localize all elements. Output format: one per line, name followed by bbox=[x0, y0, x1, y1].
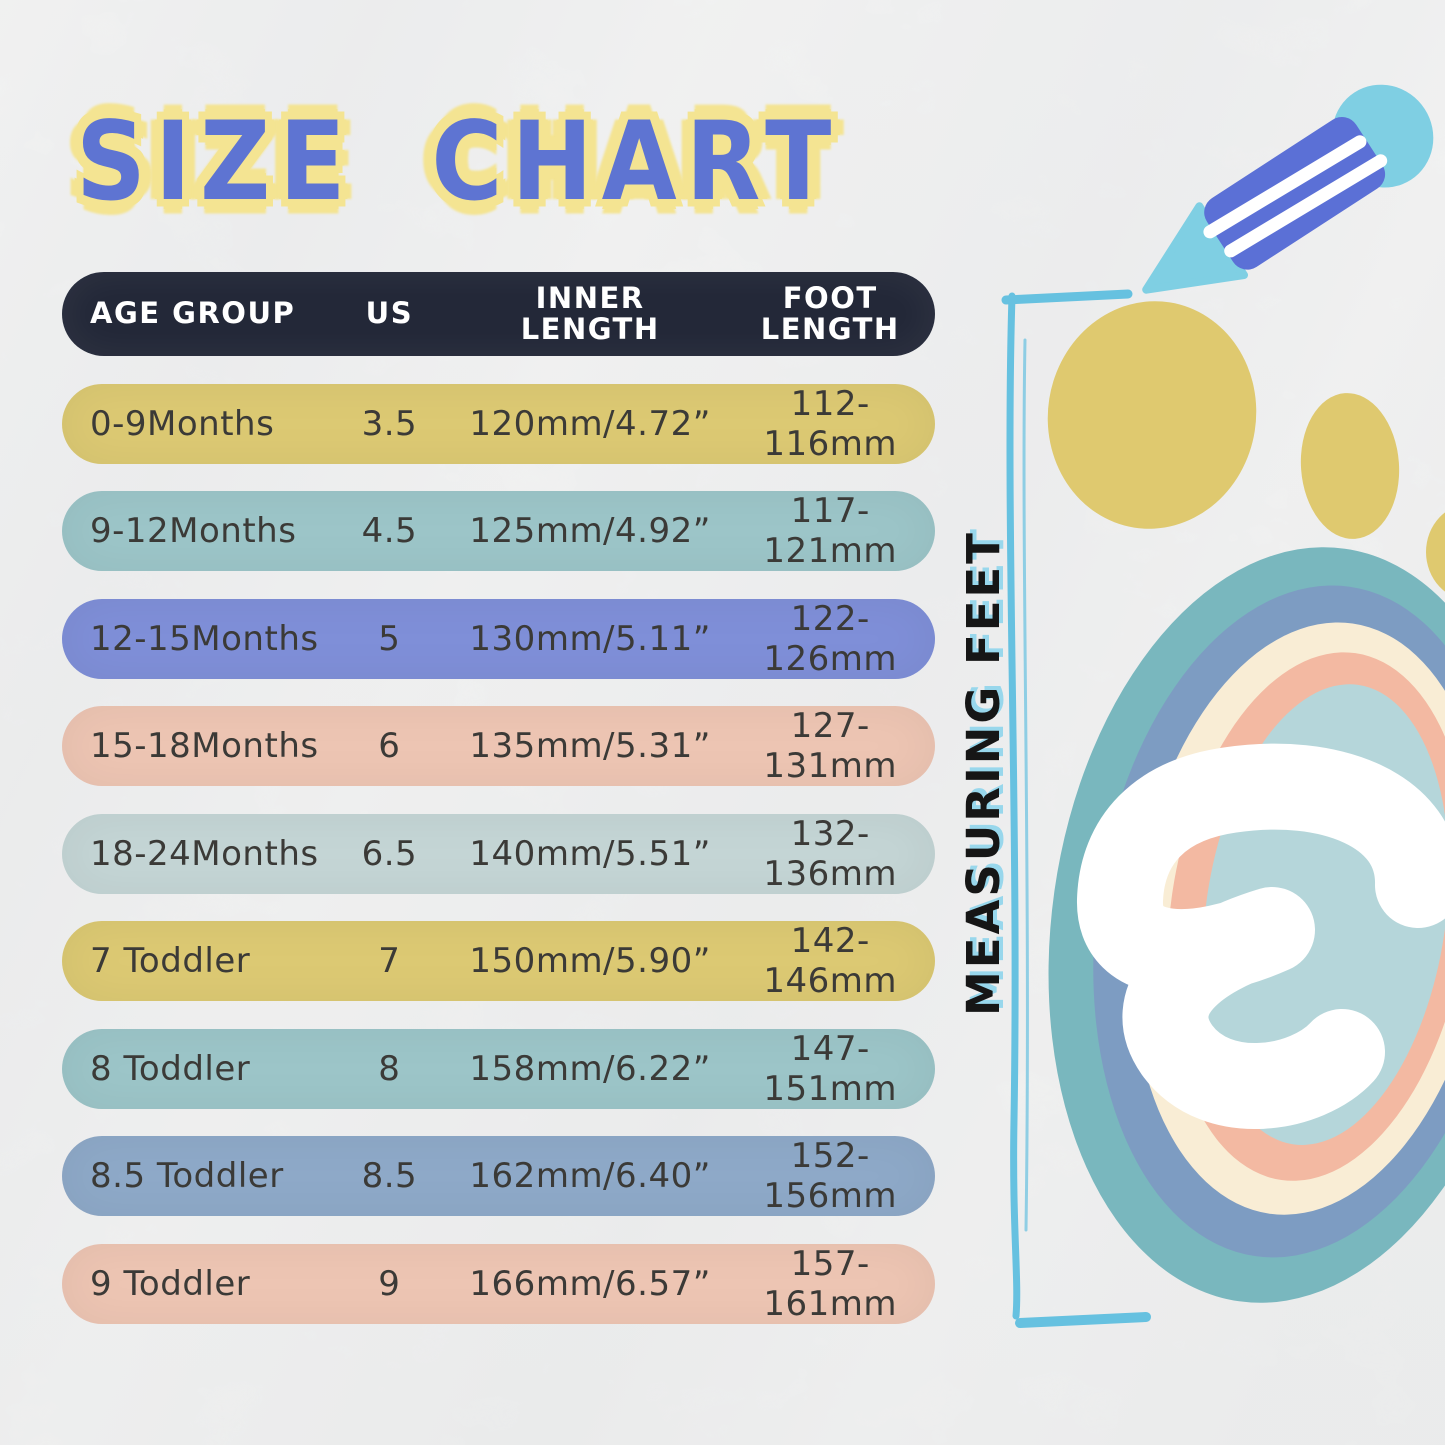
table-row: 18-24Months 6.5 140mm/5.51” 132-136mm bbox=[62, 813, 935, 894]
table-row: 9-12Months 4.5 125mm/4.92” 117-121mm bbox=[62, 491, 935, 571]
cell-inner-length: 130mm/5.11” bbox=[469, 618, 711, 659]
table-row: 8.5 Toddler 8.5 162mm/6.40” 152-156mm bbox=[62, 1136, 935, 1216]
column-header-inner-length: INNER LENGTH bbox=[520, 280, 660, 346]
table-row: 12-15Months 5 130mm/5.11” 122-126mm bbox=[62, 598, 935, 679]
cell-age-group: 9-12Months bbox=[90, 511, 297, 551]
cell-us-size: 3.5 bbox=[361, 403, 418, 444]
cell-inner-length: 135mm/5.31” bbox=[469, 726, 711, 766]
cell-inner-length: 158mm/6.22” bbox=[469, 1048, 711, 1089]
table-row: 0-9Months 3.5 120mm/4.72” 112-116mm bbox=[62, 383, 935, 464]
table-row: 9 Toddler 9 166mm/6.57” 157-161mm bbox=[62, 1243, 935, 1324]
table-row: 15-18Months 6 135mm/5.31” 127-131mm bbox=[62, 706, 935, 786]
table-header: AGE GROUP US INNER LENGTH FOOT LENGTH bbox=[62, 272, 935, 356]
cell-foot-length: 127-131mm bbox=[763, 706, 898, 786]
cell-inner-length: 120mm/4.72” bbox=[469, 403, 711, 444]
size-table: AGE GROUP US INNER LENGTH FOOT LENGTH 0-… bbox=[62, 272, 935, 1324]
cell-us-size: 6.5 bbox=[361, 833, 418, 874]
cell-inner-length: 162mm/6.40” bbox=[469, 1156, 711, 1196]
cell-foot-length: 152-156mm bbox=[763, 1136, 898, 1216]
cell-us-size: 9 bbox=[378, 1263, 401, 1304]
cell-foot-length: 157-161mm bbox=[763, 1243, 898, 1324]
cell-foot-length: 147-151mm bbox=[763, 1028, 898, 1109]
cell-foot-length: 117-121mm bbox=[763, 491, 898, 571]
cell-age-group: 8.5 Toddler bbox=[90, 1156, 284, 1196]
cell-us-size: 5 bbox=[378, 618, 401, 659]
cell-inner-length: 140mm/5.51” bbox=[469, 833, 711, 874]
table-row: 7 Toddler 7 150mm/5.90” 142-146mm bbox=[62, 921, 935, 1001]
cell-us-size: 8.5 bbox=[361, 1156, 418, 1196]
cell-us-size: 7 bbox=[378, 941, 401, 981]
cell-age-group: 8 Toddler bbox=[90, 1048, 251, 1089]
cell-inner-length: 150mm/5.90” bbox=[469, 941, 711, 981]
cell-us-size: 8 bbox=[378, 1048, 401, 1089]
column-header-age-group: AGE GROUP bbox=[90, 296, 296, 331]
cell-age-group: 7 Toddler bbox=[90, 941, 251, 981]
cell-foot-length: 142-146mm bbox=[763, 921, 898, 1001]
cell-inner-length: 125mm/4.92” bbox=[469, 511, 711, 551]
baby-footprint-icon bbox=[1047, 301, 1445, 1303]
cell-foot-length: 122-126mm bbox=[763, 598, 898, 679]
page-title: SIZE CHART bbox=[76, 98, 841, 225]
pencil-icon bbox=[1142, 84, 1434, 294]
cell-foot-length: 132-136mm bbox=[763, 813, 898, 894]
table-row: 8 Toddler 8 158mm/6.22” 147-151mm bbox=[62, 1028, 935, 1109]
cell-us-size: 4.5 bbox=[361, 511, 418, 551]
cell-age-group: 15-18Months bbox=[90, 726, 319, 766]
measuring-frame-icon bbox=[1001, 289, 1151, 1328]
cell-age-group: 12-15Months bbox=[90, 618, 319, 659]
measuring-feet-label: MEASURING FEET bbox=[957, 530, 1010, 1016]
column-header-foot-length: FOOT LENGTH bbox=[760, 280, 900, 346]
cell-age-group: 0-9Months bbox=[90, 403, 275, 444]
cell-age-group: 9 Toddler bbox=[90, 1263, 251, 1304]
cell-us-size: 6 bbox=[378, 726, 401, 766]
column-header-us: US bbox=[365, 296, 414, 331]
cell-age-group: 18-24Months bbox=[90, 833, 319, 874]
cell-inner-length: 166mm/6.57” bbox=[469, 1263, 711, 1304]
cell-foot-length: 112-116mm bbox=[763, 383, 898, 464]
